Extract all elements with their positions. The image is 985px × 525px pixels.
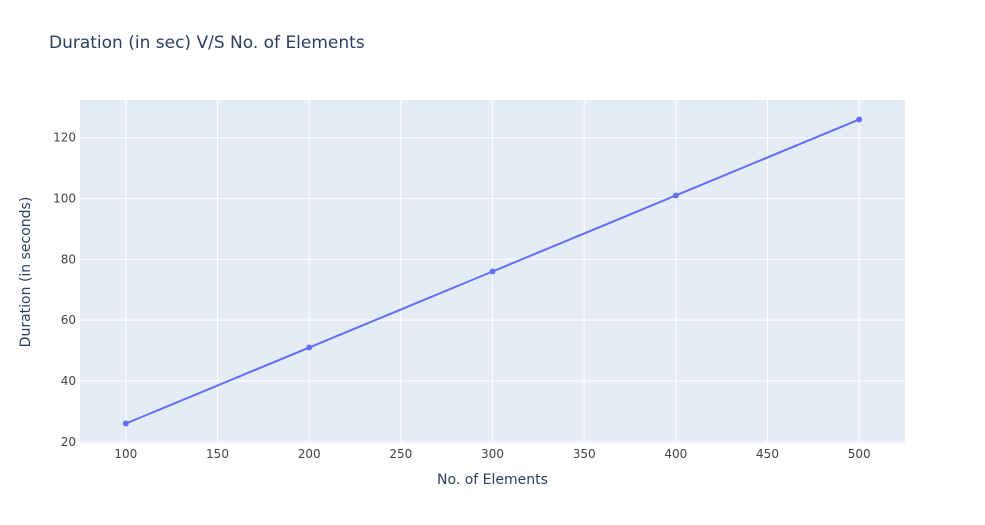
- x-tick-label: 500: [848, 447, 871, 461]
- x-tick-label: 300: [481, 447, 504, 461]
- data-point[interactable]: [489, 268, 496, 275]
- y-tick-label: 20: [61, 435, 76, 449]
- x-tick-label: 450: [756, 447, 779, 461]
- x-tick-label: 400: [664, 447, 687, 461]
- series: [122, 116, 863, 427]
- y-tick-label: 80: [61, 252, 76, 266]
- y-tick-label: 100: [53, 192, 76, 206]
- x-axis-title: No. of Elements: [437, 472, 548, 488]
- y-axis-title: Duration (in seconds): [18, 196, 34, 348]
- x-tick-label: 100: [114, 447, 137, 461]
- data-point[interactable]: [306, 344, 313, 351]
- data-point[interactable]: [856, 116, 863, 123]
- x-tick-label: 250: [389, 447, 412, 461]
- chart-title: Duration (in sec) V/S No. of Elements: [49, 33, 365, 53]
- y-tick-label: 40: [61, 374, 76, 388]
- x-tick-label: 350: [573, 447, 596, 461]
- y-tick-label: 60: [61, 313, 76, 327]
- data-point[interactable]: [122, 420, 129, 427]
- y-tick-label: 120: [53, 131, 76, 145]
- data-point[interactable]: [672, 192, 679, 199]
- x-tick-label: 200: [298, 447, 321, 461]
- x-tick-label: 150: [206, 447, 229, 461]
- grid: [80, 100, 905, 443]
- tick-labels: 100 150 200 250 300 350 400 450 500 20 40 60 80 100 12…: [53, 131, 871, 461]
